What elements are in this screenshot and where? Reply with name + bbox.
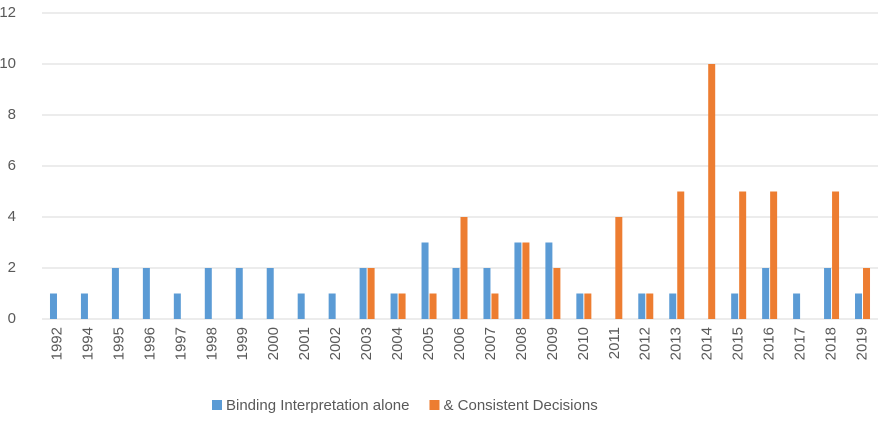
bar xyxy=(708,64,716,319)
bar xyxy=(367,268,375,319)
x-tick-label: 2016 xyxy=(761,327,778,360)
y-tick-label: 12 xyxy=(0,4,16,21)
y-tick-label: 2 xyxy=(8,259,16,276)
bar xyxy=(522,242,530,319)
bar xyxy=(545,242,553,319)
bar xyxy=(398,293,406,319)
bar xyxy=(646,293,654,319)
x-tick-label: 2017 xyxy=(792,327,809,360)
bar xyxy=(669,293,677,319)
bar xyxy=(266,268,274,319)
x-tick-label: 2003 xyxy=(358,327,375,360)
bar xyxy=(584,293,592,319)
bar xyxy=(80,293,88,319)
x-tick-label: 2002 xyxy=(327,327,344,360)
y-tick-label: 6 xyxy=(8,157,16,174)
legend-swatch xyxy=(429,400,440,410)
x-tick-label: 2014 xyxy=(699,327,716,360)
x-tick-label: 1992 xyxy=(48,327,65,360)
x-tick-label: 1994 xyxy=(79,327,96,360)
x-tick-label: 1998 xyxy=(203,327,220,360)
x-tick-label: 1997 xyxy=(172,327,189,360)
x-tick-label: 1999 xyxy=(234,327,251,360)
x-tick-label: 2019 xyxy=(853,327,870,360)
y-tick-label: 10 xyxy=(0,55,16,72)
x-tick-label: 2008 xyxy=(513,327,530,360)
x-tick-label: 2010 xyxy=(575,327,592,360)
bar xyxy=(429,293,437,319)
bar xyxy=(863,268,871,319)
legend-label: & Consistent Decisions xyxy=(443,397,597,414)
x-tick-label: 2001 xyxy=(296,327,313,360)
bar xyxy=(483,268,491,319)
bar xyxy=(235,268,243,319)
x-tick-label: 2000 xyxy=(265,327,282,360)
bar xyxy=(204,268,212,319)
bar xyxy=(553,268,561,319)
bar xyxy=(731,293,739,319)
y-tick-label: 8 xyxy=(8,106,16,123)
x-tick-label: 2005 xyxy=(420,327,437,360)
x-tick-label: 2004 xyxy=(389,327,406,360)
bar xyxy=(638,293,646,319)
bar xyxy=(855,293,863,319)
x-tick-label: 2011 xyxy=(606,327,623,359)
x-tick-label: 1996 xyxy=(141,327,158,360)
x-tick-label: 1995 xyxy=(110,327,127,360)
bar xyxy=(677,191,685,319)
bar xyxy=(739,191,747,319)
x-tick-label: 2013 xyxy=(668,327,685,360)
x-tick-label: 2007 xyxy=(482,327,499,360)
bar xyxy=(111,268,119,319)
bar xyxy=(49,293,57,319)
bar xyxy=(142,268,150,319)
bar xyxy=(359,268,367,319)
bar xyxy=(615,217,623,319)
bar xyxy=(390,293,398,319)
bar xyxy=(576,293,584,319)
x-tick-label: 2015 xyxy=(730,327,747,360)
bar xyxy=(173,293,181,319)
bar xyxy=(793,293,801,319)
bar xyxy=(762,268,770,319)
bar xyxy=(328,293,336,319)
x-tick-label: 2018 xyxy=(823,327,840,360)
y-tick-label: 0 xyxy=(8,310,16,327)
y-tick-label: 4 xyxy=(8,208,16,225)
bar xyxy=(491,293,499,319)
bar xyxy=(460,217,468,319)
bar xyxy=(514,242,522,319)
bar xyxy=(421,242,429,319)
x-tick-label: 2009 xyxy=(544,327,561,360)
x-tick-label: 2006 xyxy=(451,327,468,360)
legend-label: Binding Interpretation alone xyxy=(226,397,409,414)
legend-swatch xyxy=(212,400,222,410)
bar xyxy=(452,268,460,319)
bar xyxy=(297,293,305,319)
bar xyxy=(824,268,832,319)
x-tick-label: 2012 xyxy=(637,327,654,360)
bar xyxy=(770,191,778,319)
bar xyxy=(832,191,840,319)
